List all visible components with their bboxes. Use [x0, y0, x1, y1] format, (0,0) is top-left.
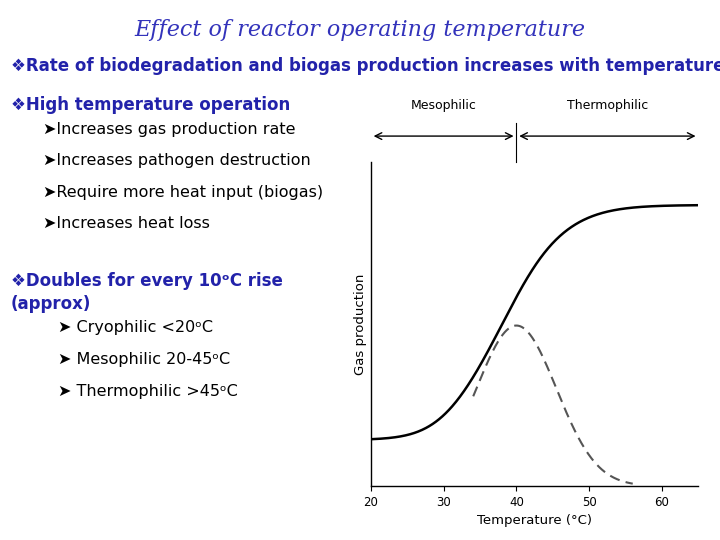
Text: Effect of reactor operating temperature: Effect of reactor operating temperature — [135, 19, 585, 41]
Text: ❖Rate of biodegradation and biogas production increases with temperature: ❖Rate of biodegradation and biogas produ… — [11, 57, 720, 75]
Text: ➤Increases pathogen destruction: ➤Increases pathogen destruction — [43, 153, 311, 168]
Text: ❖Doubles for every 10ᵒC rise
(approx): ❖Doubles for every 10ᵒC rise (approx) — [11, 272, 283, 313]
X-axis label: Temperature (°C): Temperature (°C) — [477, 514, 592, 527]
Text: Mesophilic: Mesophilic — [410, 99, 477, 112]
Text: ➤ Mesophilic 20-45ᵒC: ➤ Mesophilic 20-45ᵒC — [58, 352, 230, 367]
Text: ➤Require more heat input (biogas): ➤Require more heat input (biogas) — [43, 185, 323, 200]
Text: ➤ Cryophilic <20ᵒC: ➤ Cryophilic <20ᵒC — [58, 320, 212, 335]
Y-axis label: Gas production: Gas production — [354, 273, 366, 375]
Text: Thermophilic: Thermophilic — [567, 99, 648, 112]
Text: ➤Increases gas production rate: ➤Increases gas production rate — [43, 122, 296, 137]
Text: ➤ Thermophilic >45ᵒC: ➤ Thermophilic >45ᵒC — [58, 384, 238, 400]
Text: ❖High temperature operation: ❖High temperature operation — [11, 96, 290, 114]
Text: ➤Increases heat loss: ➤Increases heat loss — [43, 216, 210, 231]
